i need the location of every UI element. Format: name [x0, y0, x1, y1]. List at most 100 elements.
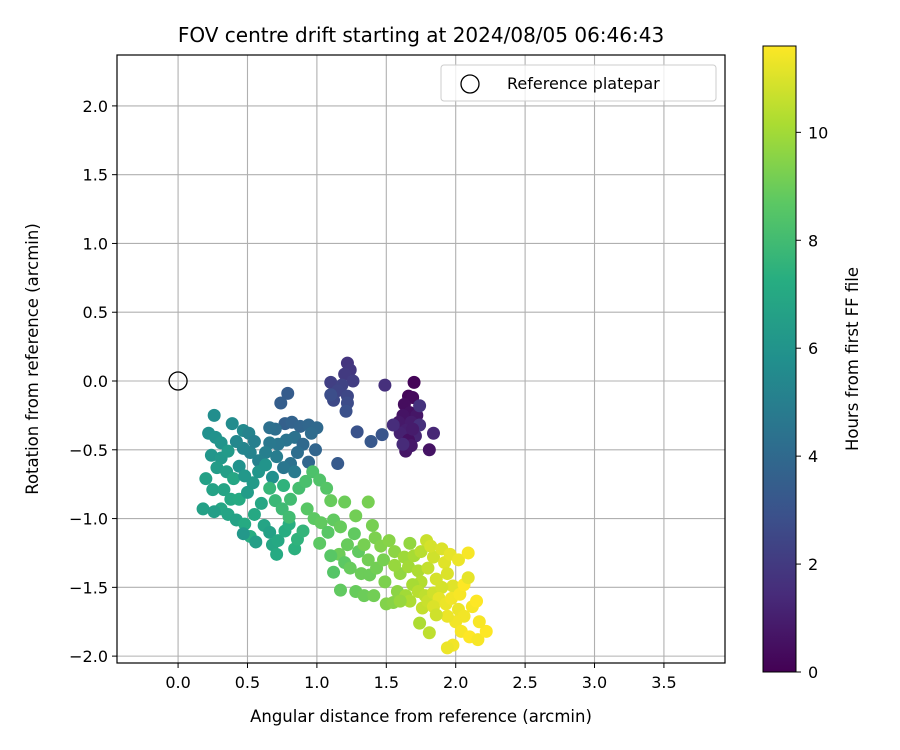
x-tick-label: 0.0	[165, 673, 190, 692]
legend-reference-marker	[460, 74, 480, 94]
data-point	[382, 534, 396, 548]
data-point	[440, 641, 454, 655]
data-point	[364, 435, 378, 449]
data-point	[296, 524, 310, 538]
y-tick-label: 0.0	[83, 372, 108, 391]
y-tick-label: 1.0	[83, 234, 108, 253]
data-point	[339, 404, 353, 418]
data-point	[288, 465, 302, 479]
data-point	[396, 437, 410, 451]
legend-box	[440, 64, 717, 102]
data-point	[271, 534, 285, 548]
data-point	[270, 547, 284, 561]
colorbar-label: Hours from first FF file	[843, 267, 862, 451]
data-point	[413, 616, 427, 630]
x-axis-label: Angular distance from reference (arcmin)	[250, 707, 592, 726]
data-point	[333, 583, 347, 597]
data-point	[421, 561, 435, 575]
data-point	[338, 495, 352, 509]
data-point	[424, 539, 438, 553]
data-point	[422, 443, 436, 457]
data-point	[402, 560, 416, 574]
data-point	[429, 608, 443, 622]
legend-label: Reference platepar	[507, 74, 660, 93]
data-point	[277, 479, 291, 493]
data-point	[324, 494, 338, 508]
data-point	[259, 458, 273, 472]
data-point	[247, 435, 261, 449]
colorbar-tick-label: 8	[808, 231, 818, 250]
data-point	[403, 536, 417, 550]
axis-ticks: 0.0 0.5 1.0 1.5 2.0 2.5 3.0 3.5 −2.0 −1.5 −1.0 −0.5…	[69, 97, 677, 692]
data-point	[217, 483, 231, 497]
data-point	[413, 399, 427, 413]
data-point	[378, 575, 392, 589]
data-point	[440, 609, 454, 623]
data-point	[238, 517, 252, 531]
colorbar-tick-label: 6	[808, 339, 818, 358]
data-point	[270, 450, 284, 464]
data-point	[254, 496, 268, 510]
data-point	[299, 474, 313, 488]
data-point	[472, 615, 486, 629]
data-point	[284, 492, 298, 506]
data-point	[350, 425, 364, 439]
chart-title: FOV centre drift starting at 2024/08/05 …	[178, 23, 664, 47]
data-point	[313, 536, 327, 550]
colorbar-ticks: 0 2 4 6 8 10	[796, 123, 828, 682]
data-point	[207, 505, 221, 519]
data-point	[238, 469, 252, 483]
reference-platepar-marker	[168, 371, 188, 391]
colorbar: 0 2 4 6 8 10 Hours from first FF file	[762, 45, 862, 682]
data-point	[386, 418, 400, 432]
data-point	[225, 417, 239, 431]
data-point	[207, 408, 221, 422]
x-tick-label: 1.0	[304, 673, 329, 692]
data-point	[304, 426, 318, 440]
data-point	[227, 472, 241, 486]
data-point	[422, 626, 436, 640]
data-point	[300, 502, 314, 516]
data-point	[274, 396, 288, 410]
data-point	[440, 567, 454, 581]
colorbar-tick-label: 4	[808, 447, 818, 466]
data-point	[221, 444, 235, 458]
x-tick-label: 3.5	[651, 673, 676, 692]
x-tick-label: 0.5	[235, 673, 260, 692]
data-point	[435, 580, 449, 594]
data-point	[340, 538, 354, 552]
data-point	[199, 472, 213, 486]
x-tick-label: 2.0	[443, 673, 468, 692]
data-point	[321, 525, 335, 539]
data-point	[229, 435, 243, 449]
data-point	[426, 426, 440, 440]
data-point	[361, 553, 375, 567]
reference-marker-layer	[168, 371, 188, 391]
x-tick-label: 2.5	[512, 673, 537, 692]
data-point	[290, 446, 304, 460]
colorbar-tick-label: 2	[808, 555, 818, 574]
data-point	[377, 553, 391, 567]
data-point	[471, 633, 485, 647]
data-point	[346, 374, 360, 388]
colorbar-tick-label: 10	[808, 123, 828, 142]
data-point	[347, 527, 361, 541]
data-point	[263, 525, 277, 539]
data-point	[461, 571, 475, 585]
x-tick-label: 3.0	[582, 673, 607, 692]
data-point	[388, 558, 402, 572]
data-point	[461, 546, 475, 560]
data-point	[314, 516, 328, 530]
data-point	[265, 470, 279, 484]
data-point	[324, 549, 338, 563]
data-point	[327, 565, 341, 579]
data-point	[232, 459, 246, 473]
colorbar-gradient	[762, 45, 797, 673]
data-point	[282, 510, 296, 524]
data-point	[414, 545, 428, 559]
y-tick-label: −0.5	[69, 441, 108, 460]
data-point	[393, 594, 407, 608]
data-point	[247, 507, 261, 521]
data-point	[375, 428, 389, 442]
